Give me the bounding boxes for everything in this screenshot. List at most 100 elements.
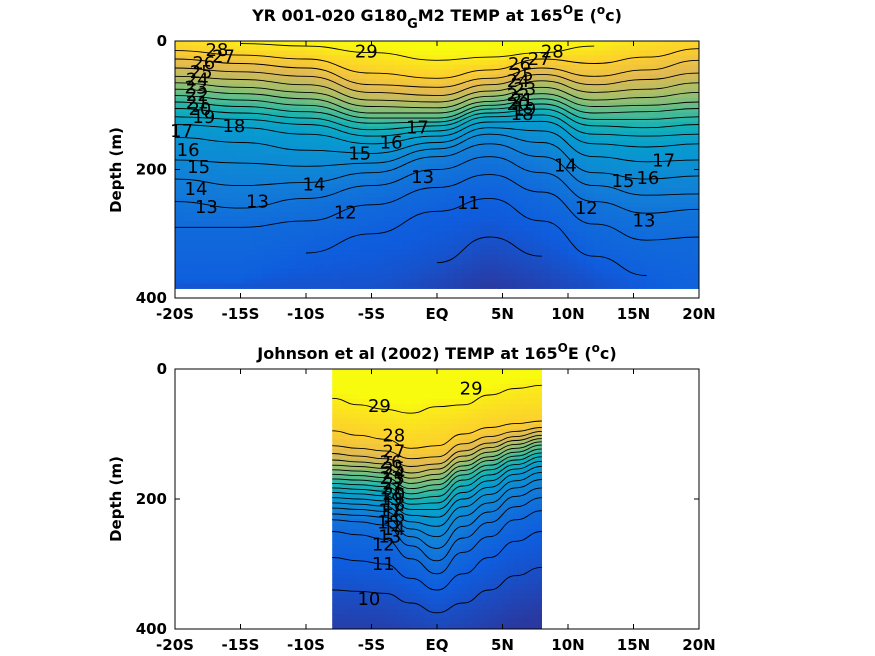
field-cell (445, 140, 456, 147)
field-cell (297, 212, 307, 218)
field-cell (690, 240, 699, 247)
field-cell (402, 604, 407, 610)
field-cell (655, 217, 665, 223)
field-cell (353, 564, 358, 570)
field-cell (585, 74, 595, 80)
field-cell (447, 444, 452, 450)
field-cell (384, 609, 389, 615)
field-cell (655, 55, 665, 61)
field-cell (244, 88, 255, 94)
field-cell (342, 599, 347, 605)
field-cell (423, 469, 428, 475)
field-cell (244, 140, 255, 147)
field-cell (227, 98, 237, 104)
field-cell (339, 549, 344, 555)
field-cell (416, 529, 421, 535)
field-cell (335, 414, 340, 420)
field-cell (412, 449, 417, 455)
field-cell (236, 197, 246, 204)
field-cell (405, 504, 410, 510)
field-cell (374, 509, 379, 515)
field-cell (367, 264, 377, 270)
field-cell (402, 126, 412, 132)
field-cell (419, 93, 429, 99)
field-cell (585, 221, 595, 228)
isotherm-label: 22 (507, 85, 530, 106)
field-cell (244, 155, 255, 161)
field-cell (358, 64, 368, 71)
field-cell (271, 50, 281, 56)
field-cell (416, 399, 421, 405)
field-cell (428, 174, 438, 180)
field-cell (391, 444, 396, 450)
field-cell (384, 250, 394, 256)
field-cell (423, 534, 428, 540)
field-cell (426, 549, 431, 555)
field-cell (398, 544, 403, 550)
field-cell (288, 150, 298, 156)
field-cell (440, 394, 445, 400)
field-cell (602, 278, 613, 285)
field-cell (314, 79, 325, 85)
field-cell (353, 499, 358, 505)
field-cell (358, 245, 368, 251)
field-cell (637, 278, 648, 285)
field-cell (358, 60, 368, 66)
field-cell (342, 519, 347, 525)
isotherm-label: 21 (511, 90, 534, 111)
field-cell (672, 126, 683, 132)
field-cell (342, 544, 347, 550)
field-cell (183, 231, 194, 237)
field-cell (454, 150, 464, 156)
field-cell (489, 245, 499, 251)
field-cell (340, 278, 351, 285)
field-cell (339, 504, 344, 510)
field-cell (664, 50, 674, 56)
field-cell (253, 207, 263, 213)
field-cell (332, 131, 342, 137)
field-cell (360, 479, 365, 485)
field-cell (367, 419, 372, 425)
field-cell (602, 159, 613, 166)
field-cell (297, 226, 307, 232)
field-cell (339, 499, 344, 505)
field-cell (218, 250, 228, 256)
field-cell (443, 489, 449, 495)
field-cell (585, 178, 595, 185)
field-cell (209, 245, 220, 251)
field-cell (402, 499, 407, 505)
field-cell (594, 88, 604, 94)
field-cell (559, 226, 569, 232)
field-cell (440, 504, 445, 510)
field-cell (402, 414, 407, 420)
field-cell (218, 197, 228, 204)
field-cell (646, 60, 656, 66)
field-cell (332, 444, 337, 450)
field-cell (489, 231, 499, 237)
field-cell (398, 499, 403, 505)
field-cell (253, 278, 263, 285)
field-cell (585, 150, 595, 156)
field-cell (463, 193, 473, 199)
field-cell (349, 609, 354, 615)
field-cell (279, 221, 290, 228)
field-cell (515, 140, 525, 147)
field-cell (533, 174, 543, 180)
field-cell (384, 569, 389, 575)
field-cell (388, 534, 393, 540)
field-cell (602, 217, 613, 223)
field-cell (253, 212, 263, 218)
field-cell (405, 469, 410, 475)
field-cell (426, 589, 431, 595)
field-cell (375, 240, 386, 247)
field-cell (332, 169, 342, 175)
field-cell (332, 69, 342, 75)
field-cell (409, 529, 414, 535)
field-cell (183, 240, 194, 247)
field-cell (646, 83, 656, 90)
field-cell (271, 145, 281, 152)
field-cell (384, 469, 389, 475)
field-cell (314, 150, 325, 156)
field-cell (367, 259, 377, 266)
field-cell (395, 559, 400, 565)
